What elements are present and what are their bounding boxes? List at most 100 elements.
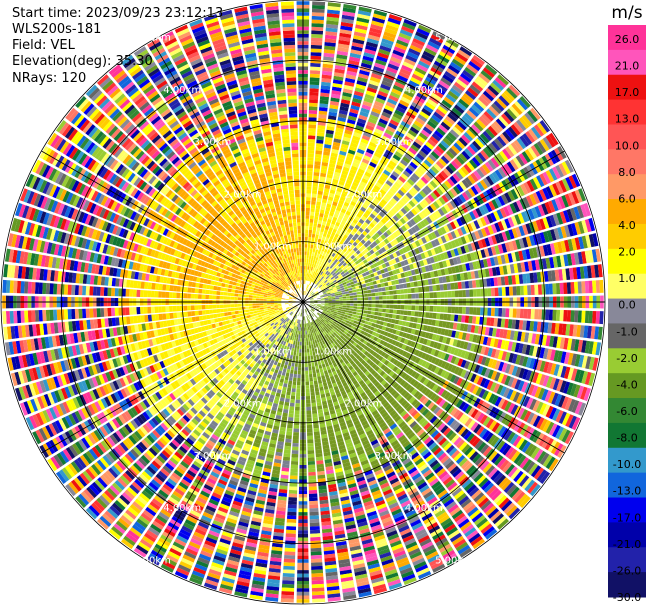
ray-bin xyxy=(469,143,479,153)
ray-bin xyxy=(347,175,354,182)
ray-bin xyxy=(505,308,510,318)
ray-bin xyxy=(432,285,437,292)
ray-bin xyxy=(292,446,299,451)
ray-bin xyxy=(334,259,339,264)
ray-bin xyxy=(427,194,435,203)
ray-bin xyxy=(353,94,363,101)
ray-bin xyxy=(321,277,326,281)
ray-bin xyxy=(349,108,359,115)
ray-bin xyxy=(400,141,410,150)
ray-bin xyxy=(363,236,369,242)
ray-bin xyxy=(409,161,418,170)
ray-bin xyxy=(334,209,341,215)
ray-bin xyxy=(370,289,375,293)
ray-bin xyxy=(299,327,301,331)
ray-bin xyxy=(314,361,318,367)
ray-bin xyxy=(286,515,297,520)
ray-bin xyxy=(429,305,434,312)
ray-bin xyxy=(328,304,332,306)
ray-bin xyxy=(537,284,543,295)
ray-bin xyxy=(379,45,392,53)
ray-bin xyxy=(398,210,405,217)
ray-bin xyxy=(288,409,294,414)
ray-bin xyxy=(296,334,299,338)
ray-bin xyxy=(469,307,474,315)
ray-bin xyxy=(331,239,336,245)
ray-bin xyxy=(353,90,364,97)
ray-bin xyxy=(309,222,314,227)
ray-bin xyxy=(420,147,430,156)
ray-bin xyxy=(306,348,310,353)
ray-bin xyxy=(418,179,426,187)
ray-bin xyxy=(407,178,415,186)
ray-bin xyxy=(442,167,452,177)
ray-bin xyxy=(425,44,439,53)
ray-bin xyxy=(338,294,343,298)
ray-bin xyxy=(301,320,303,324)
ray-bin xyxy=(371,134,381,142)
ray-bin xyxy=(395,202,403,210)
ray-bin xyxy=(306,341,309,346)
ray-bin xyxy=(408,147,418,155)
ray-bin xyxy=(306,178,313,183)
ray-bin xyxy=(423,104,434,114)
ray-bin xyxy=(315,391,320,396)
ray-bin xyxy=(438,80,450,90)
ray-bin xyxy=(411,305,416,311)
ray-bin xyxy=(577,281,582,294)
ray-bin xyxy=(415,305,419,311)
ray-bin xyxy=(451,107,463,117)
ray-bin xyxy=(307,337,311,342)
ray-bin xyxy=(333,249,338,255)
ray-bin xyxy=(325,266,330,271)
ray-bin xyxy=(507,126,518,138)
ray-bin xyxy=(294,410,300,415)
ray-bin xyxy=(318,183,325,188)
ray-bin xyxy=(339,211,345,217)
ray-bin xyxy=(387,176,396,184)
ray-bin xyxy=(331,220,336,225)
ray-bin xyxy=(541,309,546,320)
ray-bin xyxy=(311,587,325,592)
ray-bin xyxy=(321,198,328,204)
ray-bin xyxy=(293,428,300,433)
ray-bin xyxy=(361,134,371,141)
ray-bin xyxy=(491,103,502,114)
ray-bin xyxy=(294,344,298,349)
ray-bin xyxy=(309,81,320,86)
ray-bin xyxy=(321,161,329,167)
ray-bin xyxy=(304,359,308,364)
ray-bin xyxy=(429,180,438,189)
ray-bin xyxy=(285,435,292,440)
ray-bin xyxy=(410,287,415,293)
ray-bin xyxy=(388,200,395,207)
ray-bin xyxy=(312,259,316,264)
ray-bin xyxy=(341,170,349,176)
ray-bin xyxy=(407,129,418,138)
ray-bin xyxy=(448,147,458,157)
ray-bin xyxy=(342,298,347,301)
ray-bin xyxy=(406,316,411,322)
ray-bin xyxy=(320,172,327,178)
ray-bin xyxy=(480,69,493,81)
ray-bin xyxy=(365,317,370,322)
ray-bin xyxy=(311,278,314,283)
ray-bin xyxy=(319,231,324,236)
ray-bin xyxy=(310,266,314,271)
ray-bin xyxy=(345,74,357,80)
ray-bin xyxy=(433,292,438,298)
ray-bin xyxy=(353,303,358,307)
ray-bin xyxy=(297,370,301,375)
ray-bin xyxy=(367,34,380,42)
ray-bin xyxy=(351,286,356,290)
ray-bin xyxy=(283,562,295,567)
ray-bin xyxy=(516,119,527,132)
ray-bin xyxy=(458,153,468,163)
ray-bin xyxy=(335,303,340,305)
ray-bin xyxy=(304,247,308,252)
ray-bin xyxy=(501,308,506,317)
ray-bin xyxy=(306,312,308,316)
ray-bin xyxy=(400,186,408,194)
ray-bin xyxy=(328,108,338,113)
ray-bin xyxy=(428,153,438,163)
